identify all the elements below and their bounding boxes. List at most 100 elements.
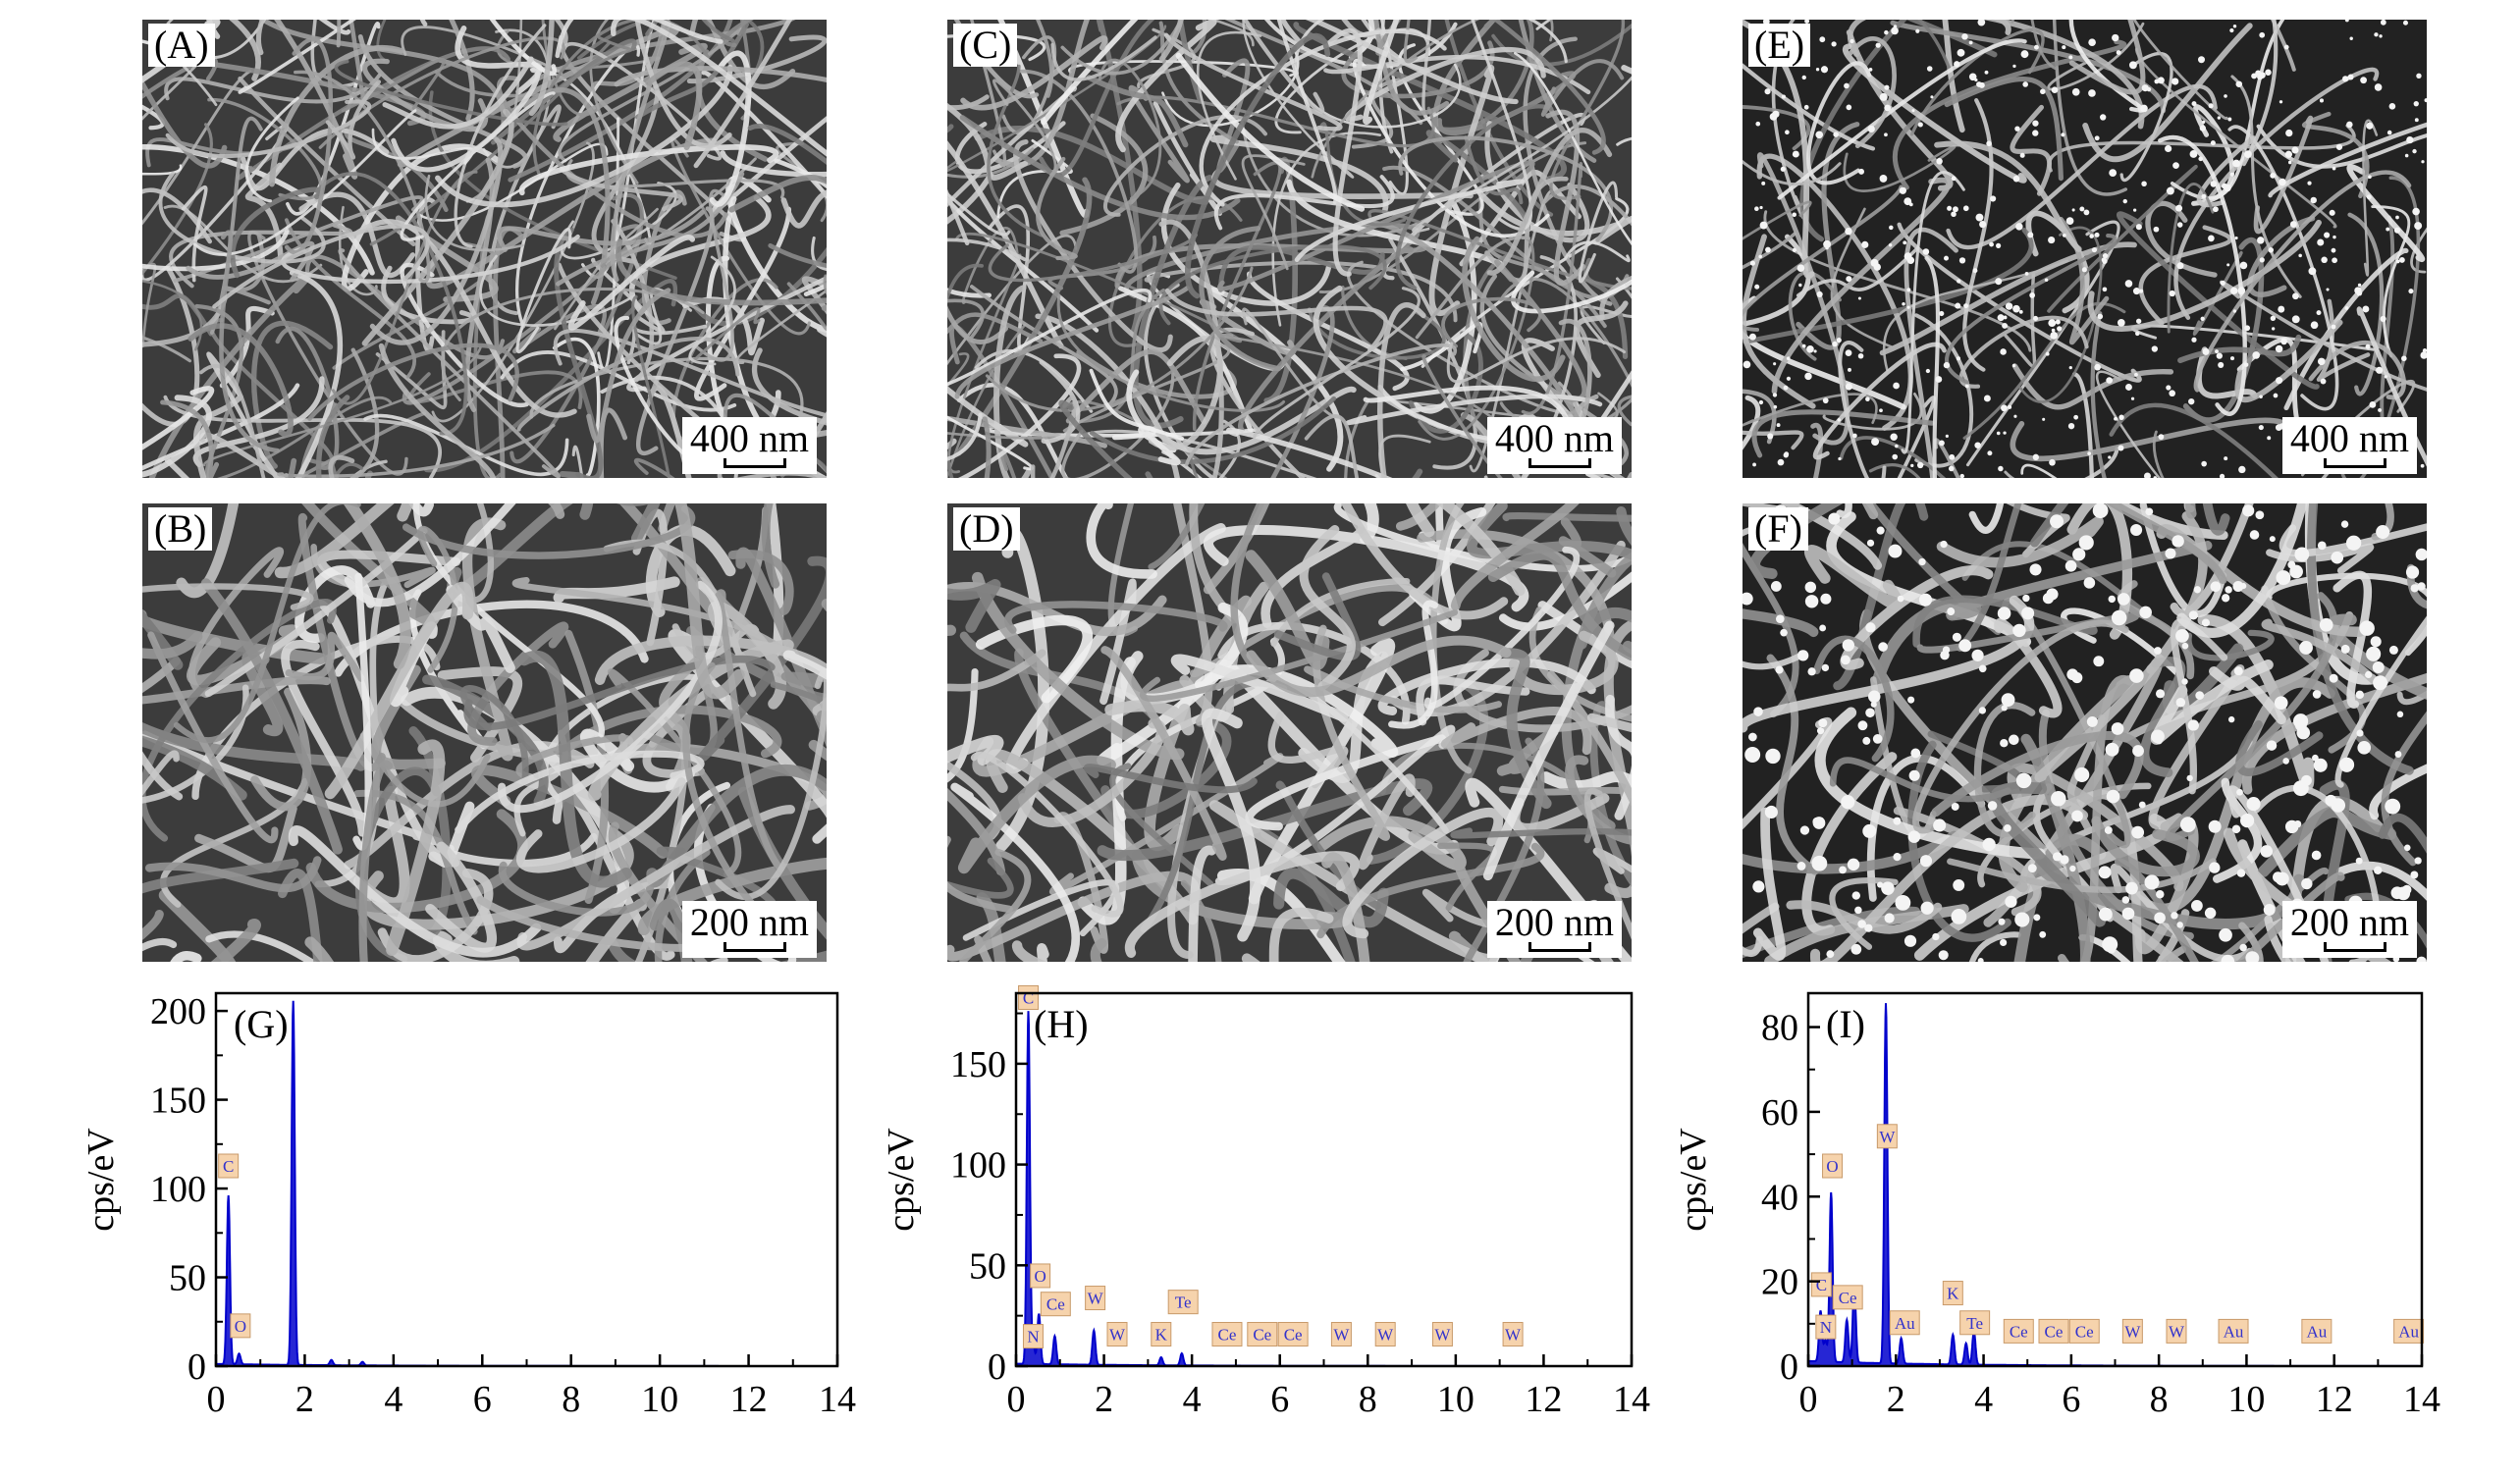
element-label-text: N <box>1820 1318 1832 1337</box>
y-tick-label: 0 <box>188 1346 206 1388</box>
x-tick-label: 0 <box>1799 1379 1818 1420</box>
element-label-text: Te <box>1175 1293 1192 1312</box>
element-label-text: K <box>1155 1326 1168 1345</box>
scale-bar-label: 400 nm <box>1494 416 1614 460</box>
element-label: W <box>2166 1318 2187 1344</box>
scale-bar-label: 200 nm <box>2289 900 2409 944</box>
element-label: C <box>1018 984 1040 1010</box>
element-label: Au <box>2218 1318 2249 1344</box>
scale-bar-line <box>2324 942 2387 952</box>
element-label-text: W <box>1505 1326 1522 1345</box>
y-tick-label: 100 <box>950 1145 1006 1187</box>
x-tick-label: 2 <box>1095 1379 1113 1420</box>
element-label: Ce <box>2003 1318 2034 1344</box>
x-tick-label: 8 <box>1359 1379 1377 1420</box>
panel-label: (C) <box>953 24 1018 67</box>
spectrum-fill <box>216 1000 837 1366</box>
element-label-text: O <box>1826 1157 1838 1176</box>
element-label-text: W <box>1333 1326 1350 1345</box>
sem-image-a: (A) 400 nm <box>142 20 827 478</box>
scale-bar-label: 200 nm <box>689 900 809 944</box>
x-tick-label: 12 <box>1525 1379 1562 1420</box>
chart-panel-label: (G) <box>234 1002 289 1046</box>
sem-texture <box>947 503 1632 962</box>
chart-panel-label: (I) <box>1826 1002 1865 1046</box>
element-label-text: Ce <box>1253 1326 1271 1345</box>
x-tick-label: 6 <box>2062 1379 2080 1420</box>
y-tick-label: 0 <box>988 1346 1006 1388</box>
element-label: O <box>1030 1263 1051 1289</box>
plot-frame <box>1806 991 2424 1368</box>
element-label: N <box>1022 1324 1044 1349</box>
element-label-text: N <box>1027 1328 1039 1346</box>
y-tick-label: 20 <box>1761 1262 1798 1303</box>
y-tick-label: 150 <box>150 1081 206 1122</box>
scale-bar-label: 400 nm <box>2289 416 2409 460</box>
y-tick-label: 80 <box>1761 1008 1798 1049</box>
x-tick-label: 12 <box>2316 1379 2353 1420</box>
y-tick-label: 50 <box>969 1245 1006 1287</box>
element-label: Ce <box>2038 1318 2069 1344</box>
sem-texture <box>1743 20 2427 478</box>
element-label: Ce <box>1247 1322 1278 1347</box>
element-label-text: W <box>1879 1128 1896 1146</box>
x-tick-label: 10 <box>641 1379 678 1420</box>
sem-texture <box>947 20 1632 478</box>
element-label: Au <box>1889 1310 1920 1336</box>
x-tick-label: 6 <box>1270 1379 1289 1420</box>
panel-label: (E) <box>1748 24 1811 67</box>
scale-bar: 200 nm <box>2281 900 2417 958</box>
element-label: Ce <box>2068 1318 2100 1344</box>
panel-label: (B) <box>148 507 213 551</box>
element-label: W <box>1374 1322 1396 1347</box>
scale-bar: 400 nm <box>681 417 817 474</box>
element-label-text: Ce <box>1284 1326 1303 1345</box>
element-label: W <box>1330 1322 1352 1347</box>
sem-image-b: (B) 200 nm <box>142 503 827 962</box>
element-label-text: Te <box>1966 1314 1983 1333</box>
x-tick-label: 4 <box>1183 1379 1202 1420</box>
y-axis-label: cps/eV <box>1673 1128 1714 1232</box>
x-tick-label: 14 <box>2403 1379 2440 1420</box>
element-label: Te <box>1959 1310 1991 1336</box>
element-label-text: Au <box>1895 1314 1915 1333</box>
sem-image-e: (E) 400 nm <box>1743 20 2427 478</box>
element-label-text: W <box>1434 1326 1451 1345</box>
element-label: N <box>1815 1314 1837 1340</box>
y-axis-label: cps/eV <box>881 1128 922 1232</box>
sem-texture <box>142 503 827 962</box>
element-label-text: W <box>2124 1322 2141 1341</box>
element-label-text: C <box>1816 1276 1827 1294</box>
element-label: Au <box>2393 1318 2425 1344</box>
panel-label: (A) <box>148 24 215 67</box>
scale-bar-line <box>724 942 787 952</box>
element-label: Te <box>1167 1290 1199 1315</box>
element-label: W <box>1085 1286 1106 1311</box>
element-label-text: Ce <box>1046 1295 1065 1314</box>
element-label-text: Ce <box>2075 1322 2094 1341</box>
element-label: W <box>1431 1322 1453 1347</box>
element-label: W <box>2121 1318 2143 1344</box>
element-label-text: Au <box>2398 1322 2419 1341</box>
x-tick-label: 12 <box>730 1379 768 1420</box>
x-tick-label: 14 <box>1613 1379 1650 1420</box>
element-label-text: Ce <box>2045 1322 2064 1341</box>
x-tick-label: 4 <box>1974 1379 1993 1420</box>
element-label-text: C <box>1023 988 1034 1007</box>
element-label-text: Ce <box>2010 1322 2028 1341</box>
x-tick-label: 0 <box>1007 1379 1026 1420</box>
scale-bar-line <box>1528 458 1592 468</box>
sem-image-d: (D) 200 nm <box>947 503 1632 962</box>
y-tick-label: 0 <box>1780 1346 1798 1388</box>
y-tick-label: 40 <box>1761 1177 1798 1218</box>
element-label-text: C <box>223 1157 234 1176</box>
scale-bar-line <box>2324 458 2387 468</box>
spectrum-line <box>216 1000 837 1367</box>
element-label: Ce <box>1040 1292 1071 1317</box>
x-tick-label: 10 <box>1437 1379 1474 1420</box>
element-label: W <box>1876 1124 1898 1149</box>
scale-bar-label: 200 nm <box>1494 900 1614 944</box>
x-tick-label: 8 <box>562 1379 580 1420</box>
chart-panel-label: (H) <box>1034 1002 1089 1046</box>
